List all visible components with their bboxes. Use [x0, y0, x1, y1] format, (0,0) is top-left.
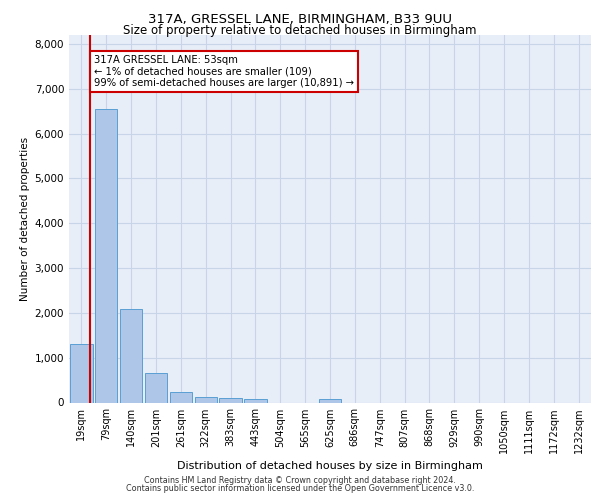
- Bar: [244, 400, 266, 402]
- X-axis label: Distribution of detached houses by size in Birmingham: Distribution of detached houses by size …: [177, 461, 483, 471]
- Text: Contains HM Land Registry data © Crown copyright and database right 2024.: Contains HM Land Registry data © Crown c…: [144, 476, 456, 485]
- Text: Contains public sector information licensed under the Open Government Licence v3: Contains public sector information licen…: [126, 484, 474, 493]
- Bar: [145, 374, 167, 402]
- Bar: [319, 400, 341, 402]
- Bar: [220, 398, 242, 402]
- Bar: [95, 109, 118, 403]
- Bar: [70, 344, 92, 403]
- Text: 317A GRESSEL LANE: 53sqm
← 1% of detached houses are smaller (109)
99% of semi-d: 317A GRESSEL LANE: 53sqm ← 1% of detache…: [94, 55, 354, 88]
- Text: 317A, GRESSEL LANE, BIRMINGHAM, B33 9UU: 317A, GRESSEL LANE, BIRMINGHAM, B33 9UU: [148, 12, 452, 26]
- Bar: [120, 310, 142, 402]
- Bar: [194, 396, 217, 402]
- Bar: [170, 392, 192, 402]
- Y-axis label: Number of detached properties: Number of detached properties: [20, 136, 31, 301]
- Text: Size of property relative to detached houses in Birmingham: Size of property relative to detached ho…: [123, 24, 477, 37]
